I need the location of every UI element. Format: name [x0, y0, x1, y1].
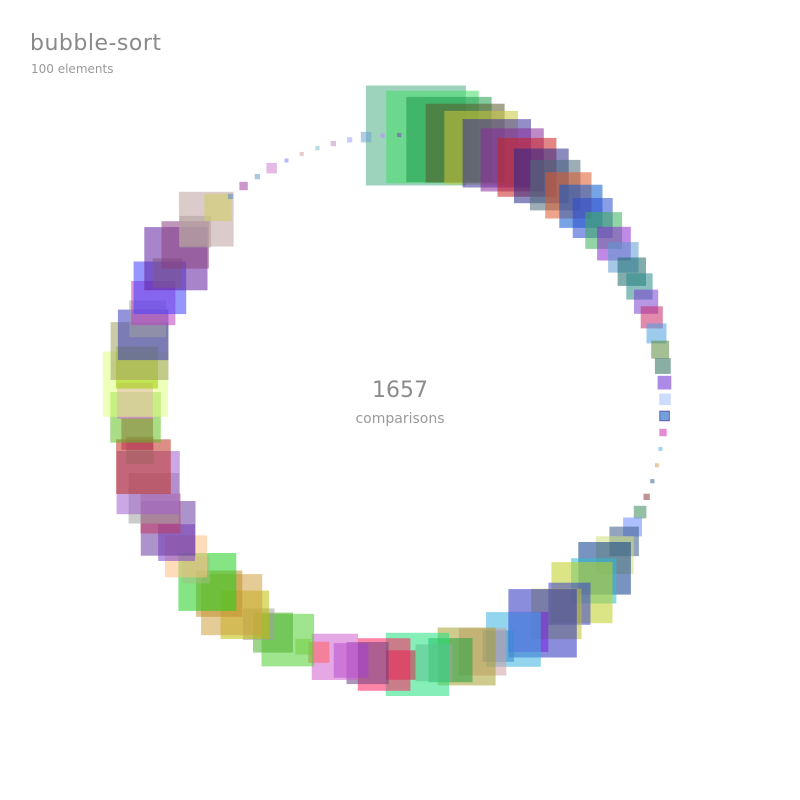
element-square	[654, 463, 659, 468]
comparison-count: 1657	[372, 378, 428, 403]
element-square	[204, 193, 232, 222]
element-square	[347, 137, 353, 143]
element-square	[284, 158, 289, 163]
element-square	[360, 131, 372, 143]
element-square	[643, 493, 650, 500]
element-square	[266, 162, 277, 174]
element-square	[657, 375, 672, 390]
element-square	[254, 174, 260, 180]
element-count-label: 100 elements	[31, 62, 114, 76]
element-square	[651, 340, 670, 359]
element-square	[315, 146, 320, 151]
comparison-count-label: comparisons	[355, 411, 445, 427]
element-square	[646, 323, 667, 344]
element-square	[633, 505, 647, 519]
element-square	[659, 410, 670, 422]
element-square	[239, 181, 248, 191]
element-square	[654, 358, 671, 374]
element-square	[650, 479, 655, 484]
element-square	[227, 193, 234, 199]
element-square	[640, 306, 663, 329]
element-square	[658, 446, 663, 451]
element-square	[659, 393, 671, 406]
element-square	[659, 428, 667, 437]
page-title: bubble-sort	[30, 31, 162, 56]
element-square	[380, 133, 385, 138]
element-square	[330, 140, 336, 147]
element-square	[397, 132, 402, 138]
element-square	[299, 151, 304, 156]
